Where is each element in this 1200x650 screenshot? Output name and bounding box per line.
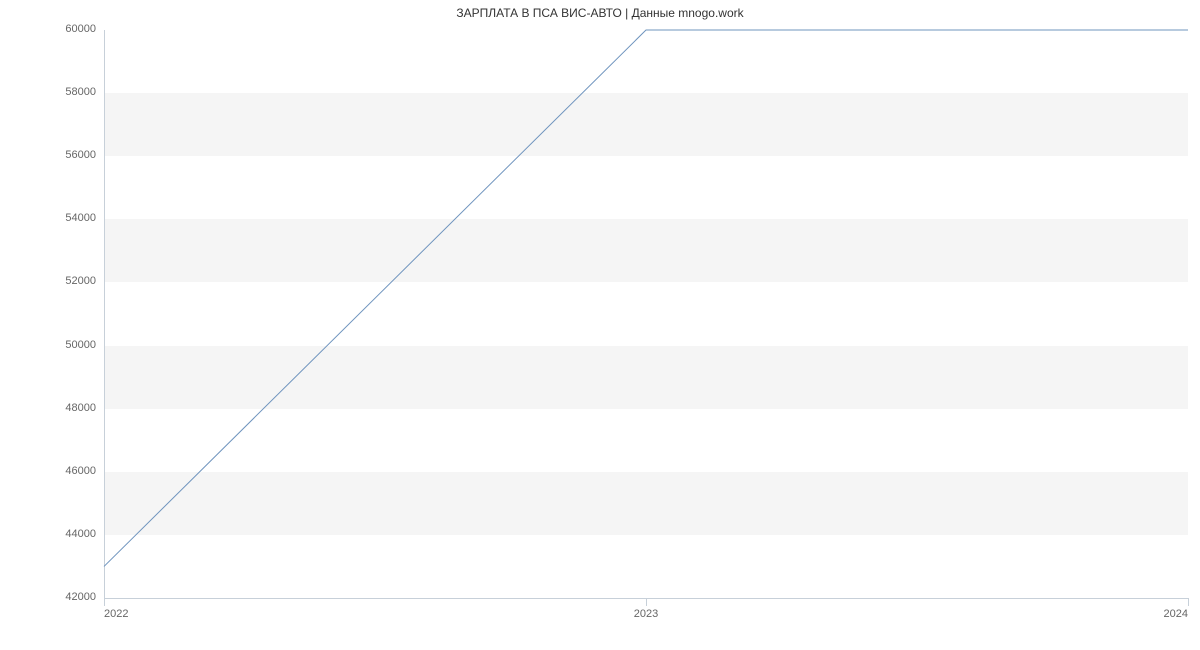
y-tick-label: 60000 (46, 23, 96, 35)
y-tick-label: 42000 (46, 591, 96, 603)
line-series-layer (104, 30, 1188, 598)
x-tick-mark (104, 598, 105, 606)
salary-line-chart: ЗАРПЛАТА В ПСА ВИС-АВТО | Данные mnogo.w… (0, 0, 1200, 650)
y-tick-label: 56000 (46, 149, 96, 161)
x-tick-mark (646, 598, 647, 606)
x-tick-label: 2022 (104, 608, 164, 620)
salary-line (104, 30, 1188, 566)
y-tick-label: 52000 (46, 275, 96, 287)
y-tick-label: 44000 (46, 528, 96, 540)
plot-area (104, 30, 1188, 598)
y-tick-label: 46000 (46, 465, 96, 477)
chart-title: ЗАРПЛАТА В ПСА ВИС-АВТО | Данные mnogo.w… (0, 6, 1200, 20)
x-tick-mark (1188, 598, 1189, 606)
y-tick-label: 54000 (46, 212, 96, 224)
y-tick-label: 58000 (46, 86, 96, 98)
y-tick-label: 50000 (46, 339, 96, 351)
y-tick-label: 48000 (46, 402, 96, 414)
x-tick-label: 2024 (1128, 608, 1188, 620)
x-tick-label: 2023 (616, 608, 676, 620)
